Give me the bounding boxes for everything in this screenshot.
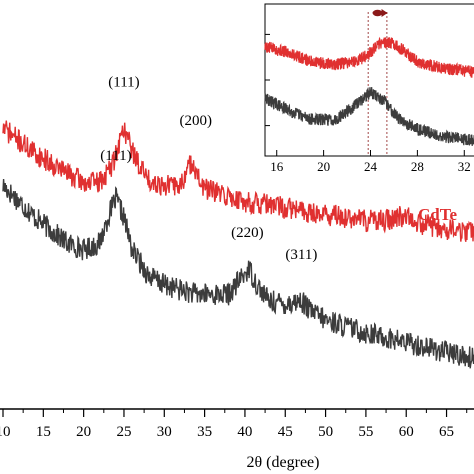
- inset-frame: [264, 3, 474, 157]
- x-tick-label: 40: [237, 424, 252, 440]
- inset-plot: 16 20 24 28 32: [264, 3, 474, 174]
- x-tick-label: 25: [116, 424, 131, 440]
- inset-marker: [372, 9, 383, 17]
- x-tick-label: 45: [278, 424, 293, 440]
- inset-x-tick-label: 20: [317, 159, 330, 174]
- series-label-cdte: CdTe: [418, 205, 458, 224]
- peak-label: (220): [231, 225, 264, 241]
- xrd-series-1: [2, 120, 474, 242]
- inset-x-tick-label: 28: [411, 159, 424, 174]
- x-tick-label: 60: [399, 424, 414, 440]
- inset-x-tick-label: 24: [364, 159, 378, 174]
- x-tick-label: 50: [318, 424, 333, 440]
- x-tick-label: 65: [439, 424, 454, 440]
- peak-label: (200): [179, 113, 212, 129]
- x-axis-title: 2θ (degree): [247, 454, 320, 471]
- x-tick-label: 10: [0, 424, 11, 440]
- x-tick-label: 30: [157, 424, 172, 440]
- inset-x-tick-label: 16: [270, 159, 284, 174]
- x-tick-label: 55: [358, 424, 373, 440]
- inset-x-tick-label: 32: [458, 159, 471, 174]
- x-tick-label: 35: [197, 424, 212, 440]
- x-tick-label: 20: [76, 424, 91, 440]
- xrd-series-2: [2, 178, 474, 369]
- inset-marker-arrow: [381, 9, 388, 17]
- peak-label: (111): [100, 148, 131, 164]
- peak-label: (111): [108, 74, 139, 90]
- inset-series-2: [264, 86, 474, 147]
- main-plot: 10152025303540455055606570(111)(200)(111…: [0, 74, 474, 440]
- peak-label: (311): [285, 247, 317, 263]
- x-tick-label: 15: [36, 424, 51, 440]
- inset-series-1: [264, 36, 474, 78]
